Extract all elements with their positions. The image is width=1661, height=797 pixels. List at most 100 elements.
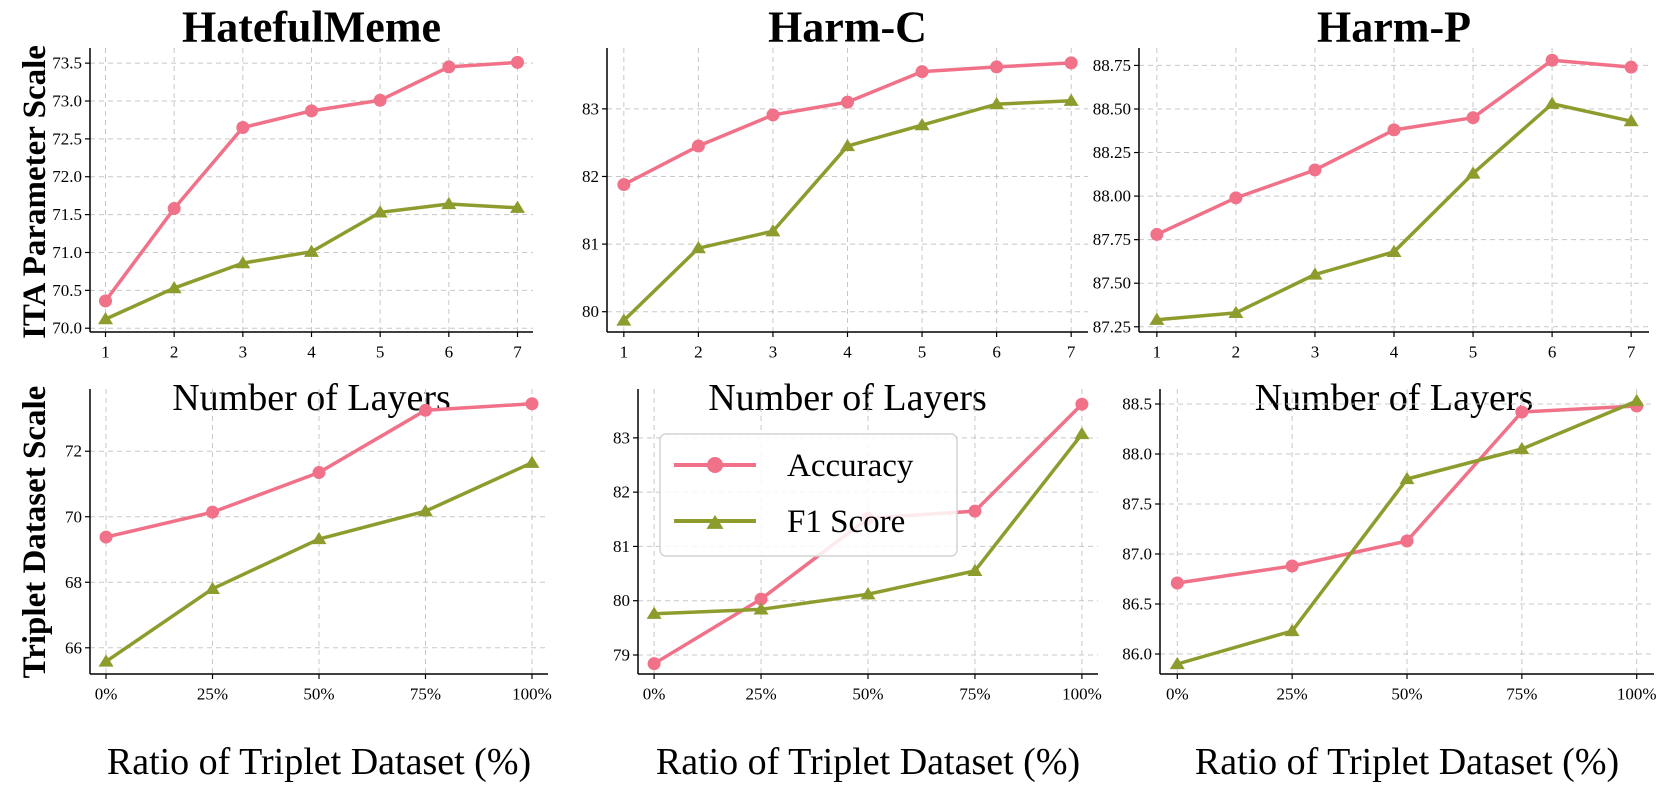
data-point <box>1307 267 1323 280</box>
x-tick-label: 6 <box>1548 343 1557 362</box>
x-tick-label: 100% <box>1617 685 1657 704</box>
legend-f1-marker <box>706 514 724 529</box>
y-tick-label: 87.75 <box>1093 230 1131 249</box>
x-axis-label: Ratio of Triplet Dataset (%) <box>656 741 1080 783</box>
data-point <box>616 313 632 326</box>
x-tick-label: 1 <box>1153 343 1162 362</box>
data-point <box>1400 534 1414 548</box>
y-tick-label: 88.00 <box>1093 187 1131 206</box>
x-tick-label: 6 <box>445 343 454 362</box>
x-tick-label: 1 <box>101 343 110 362</box>
data-point <box>441 196 457 210</box>
y-tick-label: 87.50 <box>1093 274 1131 293</box>
data-point <box>372 205 388 218</box>
data-point <box>914 117 930 131</box>
y-tick-label: 73.5 <box>52 54 82 73</box>
series-line <box>1177 404 1637 585</box>
data-point <box>968 504 982 518</box>
x-tick-label: 0% <box>1166 685 1189 704</box>
series-f1-score <box>616 93 1079 326</box>
row-label-top: ITA Parameter Scale <box>17 45 53 339</box>
data-point <box>765 224 781 237</box>
x-tick-label: 0% <box>95 685 118 704</box>
series-accuracy <box>617 56 1078 192</box>
series-accuracy <box>99 55 524 308</box>
y-tick-label: 73.0 <box>52 92 82 111</box>
data-point <box>1466 111 1480 125</box>
x-tick-label: 4 <box>307 343 316 362</box>
data-point <box>373 93 387 107</box>
y-tick-label: 87.25 <box>1093 317 1131 336</box>
data-point <box>98 654 114 667</box>
data-point <box>1229 191 1243 205</box>
x-tick-label: 5 <box>918 343 927 362</box>
chart-panel-6: 86.0 86.5 87.0 87.5 88.0 88.5 0% 25% 50% 75% 100% R… <box>1122 389 1657 783</box>
data-point <box>98 312 114 325</box>
legend-accuracy-label: Accuracy <box>787 448 914 484</box>
data-point <box>1544 96 1560 109</box>
x-tick-label: 3 <box>769 343 778 362</box>
x-tick-label: 5 <box>376 343 385 362</box>
data-point <box>206 505 220 519</box>
data-point <box>312 466 326 480</box>
y-tick-label: 86.5 <box>1122 595 1152 614</box>
data-point <box>1514 441 1530 455</box>
x-tick-label: 2 <box>1232 343 1241 362</box>
row-label-bottom: Triplet Dataset Scale <box>17 386 53 679</box>
x-axis-label: Number of Layers <box>708 377 987 419</box>
y-tick-label: 70.5 <box>52 281 82 300</box>
data-point <box>1074 426 1090 440</box>
series-f1-score <box>646 426 1090 619</box>
data-point <box>754 592 768 606</box>
data-point <box>1624 60 1638 74</box>
x-tick-label: 4 <box>843 343 852 362</box>
y-tick-label: 82 <box>613 483 630 502</box>
x-tick-label: 1 <box>620 343 629 362</box>
x-tick-label: 50% <box>1391 685 1422 704</box>
y-tick-label: 70.0 <box>52 319 82 338</box>
x-tick-label: 25% <box>745 685 776 704</box>
data-point <box>1623 114 1639 127</box>
data-point <box>989 96 1005 110</box>
series-f1-score <box>98 196 525 325</box>
x-axis-label: Number of Layers <box>1255 377 1534 419</box>
y-tick-label: 88.0 <box>1122 445 1152 464</box>
y-tick-label: 88.50 <box>1093 99 1131 118</box>
data-point <box>1545 53 1559 67</box>
y-tick-label: 72 <box>65 442 82 461</box>
y-tick-label: 82 <box>582 167 599 186</box>
y-tick-label: 80 <box>582 302 599 321</box>
x-tick-label: 100% <box>512 685 552 704</box>
x-tick-label: 50% <box>303 685 334 704</box>
x-tick-label: 25% <box>197 685 228 704</box>
chart-title: HatefulMeme <box>182 3 441 52</box>
y-tick-label: 87.0 <box>1122 545 1152 564</box>
data-point <box>1386 244 1402 257</box>
data-point <box>860 587 876 600</box>
y-tick-label: 88.5 <box>1122 395 1152 414</box>
charts: 70.0 70.5 71.0 71.5 72.0 72.5 73.0 73.5 1 2 3 4 5 6 7 H… <box>52 3 1656 784</box>
y-tick-label: 88.25 <box>1093 143 1131 162</box>
legend: Accuracy F1 Score <box>659 433 958 557</box>
data-point <box>525 397 539 411</box>
data-point <box>1465 166 1481 179</box>
data-point <box>99 294 113 308</box>
x-tick-label: 4 <box>1390 343 1399 362</box>
data-point <box>442 60 456 74</box>
x-tick-label: 6 <box>992 343 1001 362</box>
x-tick-label: 3 <box>239 343 248 362</box>
series-f1-score <box>1169 393 1645 670</box>
y-tick-label: 83 <box>582 99 599 118</box>
data-point <box>305 104 318 118</box>
legend-accuracy-marker <box>707 457 723 473</box>
data-point <box>236 121 250 135</box>
x-tick-label: 75% <box>1506 685 1537 704</box>
data-point <box>1075 397 1089 411</box>
y-tick-label: 71.0 <box>52 243 82 262</box>
data-point <box>1387 123 1401 137</box>
y-tick-label: 71.5 <box>52 205 82 224</box>
y-tick-label: 66 <box>65 638 82 657</box>
y-tick-label: 87.5 <box>1122 495 1152 514</box>
data-point <box>1629 393 1645 407</box>
